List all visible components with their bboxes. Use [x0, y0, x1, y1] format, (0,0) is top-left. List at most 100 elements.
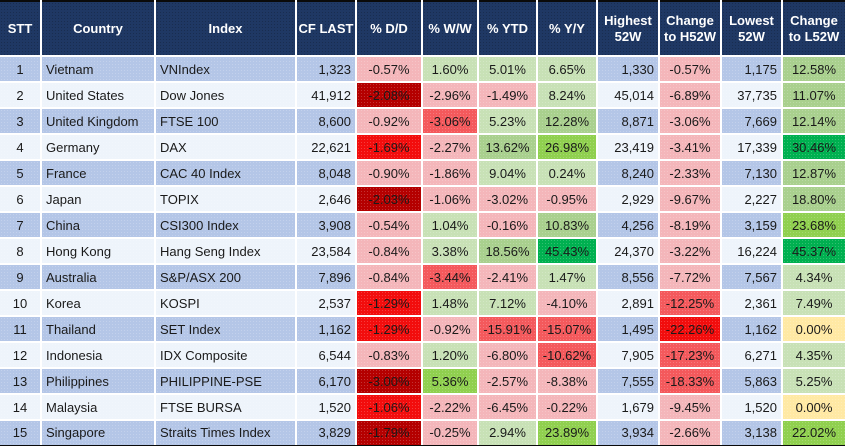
cell-ww[interactable]: -2.22% — [422, 394, 479, 421]
cell-low52[interactable]: 3,159 — [721, 212, 783, 239]
cell-ytd[interactable]: 7.12% — [478, 290, 538, 317]
cell-yy[interactable]: 26.98% — [537, 134, 598, 161]
cell-ytd[interactable]: 13.62% — [478, 134, 538, 161]
cell-chg-h52w[interactable]: -9.67% — [659, 186, 722, 213]
cell-cf-last[interactable]: 8,048 — [296, 160, 357, 187]
cell-yy[interactable]: 45.43% — [537, 238, 598, 265]
cell-stt[interactable]: 13 — [0, 368, 42, 395]
cell-country[interactable]: Hong Kong — [41, 238, 156, 265]
cell-cf-last[interactable]: 1,162 — [296, 316, 357, 343]
cell-chg-h52w[interactable]: -3.41% — [659, 134, 722, 161]
cell-index[interactable]: VNIndex — [155, 56, 297, 83]
cell-ytd[interactable]: -6.80% — [478, 342, 538, 369]
cell-low52[interactable]: 16,224 — [721, 238, 783, 265]
cell-country[interactable]: Vietnam — [41, 56, 156, 83]
cell-dd[interactable]: -1.29% — [356, 316, 423, 343]
cell-stt[interactable]: 8 — [0, 238, 42, 265]
cell-index[interactable]: S&P/ASX 200 — [155, 264, 297, 291]
cell-high52[interactable]: 23,419 — [597, 134, 660, 161]
cell-ytd[interactable]: 5.01% — [478, 56, 538, 83]
cell-high52[interactable]: 8,556 — [597, 264, 660, 291]
cell-chg-l52w[interactable]: 23.68% — [782, 212, 845, 239]
cell-chg-h52w[interactable]: -3.22% — [659, 238, 722, 265]
cell-dd[interactable]: -0.84% — [356, 264, 423, 291]
cell-yy[interactable]: -8.38% — [537, 368, 598, 395]
cell-high52[interactable]: 7,555 — [597, 368, 660, 395]
cell-yy[interactable]: 12.28% — [537, 108, 598, 135]
cell-dd[interactable]: -2.08% — [356, 82, 423, 109]
cell-country[interactable]: Japan — [41, 186, 156, 213]
cell-chg-l52w[interactable]: 30.46% — [782, 134, 845, 161]
cell-country[interactable]: Thailand — [41, 316, 156, 343]
cell-index[interactable]: DAX — [155, 134, 297, 161]
cell-stt[interactable]: 3 — [0, 108, 42, 135]
cell-index[interactable]: CAC 40 Index — [155, 160, 297, 187]
cell-high52[interactable]: 2,891 — [597, 290, 660, 317]
cell-dd[interactable]: -1.29% — [356, 290, 423, 317]
cell-chg-h52w[interactable]: -9.45% — [659, 394, 722, 421]
cell-index[interactable]: FTSE 100 — [155, 108, 297, 135]
cell-index[interactable]: Dow Jones — [155, 82, 297, 109]
cell-cf-last[interactable]: 2,646 — [296, 186, 357, 213]
cell-high52[interactable]: 8,871 — [597, 108, 660, 135]
cell-low52[interactable]: 7,669 — [721, 108, 783, 135]
cell-index[interactable]: CSI300 Index — [155, 212, 297, 239]
cell-country[interactable]: Malaysia — [41, 394, 156, 421]
cell-stt[interactable]: 6 — [0, 186, 42, 213]
cell-dd[interactable]: -0.84% — [356, 238, 423, 265]
cell-high52[interactable]: 1,495 — [597, 316, 660, 343]
cell-yy[interactable]: -0.95% — [537, 186, 598, 213]
cell-cf-last[interactable]: 22,621 — [296, 134, 357, 161]
cell-ww[interactable]: 1.48% — [422, 290, 479, 317]
cell-cf-last[interactable]: 1,520 — [296, 394, 357, 421]
cell-dd[interactable]: -0.90% — [356, 160, 423, 187]
cell-chg-l52w[interactable]: 5.25% — [782, 368, 845, 395]
cell-cf-last[interactable]: 1,323 — [296, 56, 357, 83]
cell-country[interactable]: China — [41, 212, 156, 239]
cell-high52[interactable]: 2,929 — [597, 186, 660, 213]
cell-chg-l52w[interactable]: 12.87% — [782, 160, 845, 187]
cell-chg-l52w[interactable]: 45.37% — [782, 238, 845, 265]
cell-ytd[interactable]: -2.41% — [478, 264, 538, 291]
cell-index[interactable]: SET Index — [155, 316, 297, 343]
cell-country[interactable]: Australia — [41, 264, 156, 291]
cell-high52[interactable]: 8,240 — [597, 160, 660, 187]
cell-yy[interactable]: -15.07% — [537, 316, 598, 343]
cell-dd[interactable]: -2.03% — [356, 186, 423, 213]
cell-yy[interactable]: 0.24% — [537, 160, 598, 187]
cell-yy[interactable]: 6.65% — [537, 56, 598, 83]
cell-chg-l52w[interactable]: 12.58% — [782, 56, 845, 83]
cell-high52[interactable]: 3,934 — [597, 420, 660, 446]
cell-ww[interactable]: -2.27% — [422, 134, 479, 161]
cell-ww[interactable]: 3.38% — [422, 238, 479, 265]
cell-chg-h52w[interactable]: -7.72% — [659, 264, 722, 291]
cell-dd[interactable]: -0.92% — [356, 108, 423, 135]
cell-cf-last[interactable]: 23,584 — [296, 238, 357, 265]
cell-yy[interactable]: 8.24% — [537, 82, 598, 109]
cell-index[interactable]: Hang Seng Index — [155, 238, 297, 265]
cell-stt[interactable]: 7 — [0, 212, 42, 239]
cell-ytd[interactable]: -1.49% — [478, 82, 538, 109]
cell-low52[interactable]: 1,175 — [721, 56, 783, 83]
cell-index[interactable]: TOPIX — [155, 186, 297, 213]
cell-low52[interactable]: 2,361 — [721, 290, 783, 317]
cell-stt[interactable]: 9 — [0, 264, 42, 291]
cell-dd[interactable]: -3.00% — [356, 368, 423, 395]
cell-low52[interactable]: 1,162 — [721, 316, 783, 343]
cell-chg-h52w[interactable]: -18.33% — [659, 368, 722, 395]
cell-ww[interactable]: 1.60% — [422, 56, 479, 83]
cell-high52[interactable]: 1,330 — [597, 56, 660, 83]
cell-ytd[interactable]: -2.57% — [478, 368, 538, 395]
cell-country[interactable]: United States — [41, 82, 156, 109]
cell-low52[interactable]: 7,567 — [721, 264, 783, 291]
cell-yy[interactable]: 23.89% — [537, 420, 598, 446]
cell-ytd[interactable]: -3.02% — [478, 186, 538, 213]
cell-high52[interactable]: 45,014 — [597, 82, 660, 109]
cell-chg-h52w[interactable]: -17.23% — [659, 342, 722, 369]
cell-dd[interactable]: -0.83% — [356, 342, 423, 369]
cell-chg-l52w[interactable]: 18.80% — [782, 186, 845, 213]
cell-low52[interactable]: 2,227 — [721, 186, 783, 213]
cell-ww[interactable]: -2.96% — [422, 82, 479, 109]
cell-chg-h52w[interactable]: -2.66% — [659, 420, 722, 446]
cell-stt[interactable]: 12 — [0, 342, 42, 369]
